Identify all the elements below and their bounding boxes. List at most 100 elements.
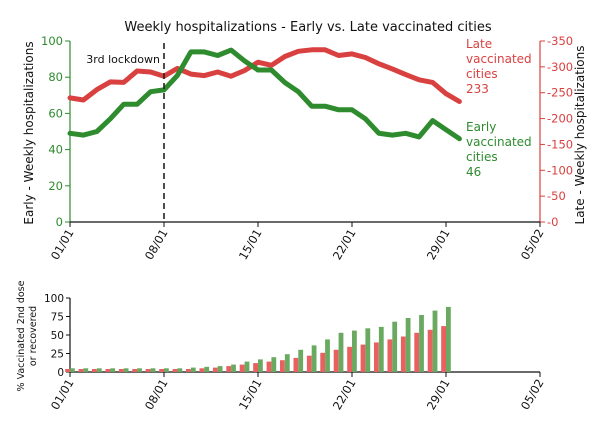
- x-tick-label: 01/01: [48, 227, 77, 263]
- right-tick-label: -350: [547, 34, 573, 48]
- early-label-value: 46: [466, 165, 481, 179]
- vaccination-bar-chart: % Vaccinated 2nd dose or recovered 0 25 50…: [16, 280, 547, 412]
- early-vaccination-bar: [325, 339, 330, 372]
- late-vaccination-bar: [226, 366, 232, 372]
- early-vaccination-bar: [137, 368, 142, 372]
- chart-title: Weekly hospitalizations - Early vs. Late…: [124, 20, 491, 35]
- late-vaccination-bar: [360, 344, 366, 372]
- right-tick-label: -50: [547, 189, 566, 203]
- left-tick-label: 40: [48, 143, 63, 157]
- right-tick-label: -100: [547, 163, 573, 177]
- early-vaccination-bar: [217, 366, 223, 372]
- x-tick-label: 29/01: [424, 227, 453, 263]
- early-vaccination-bar: [271, 357, 277, 372]
- late-vaccination-bar: [280, 360, 285, 372]
- bottom-y-tick-label: 100: [44, 293, 64, 305]
- right-tick-label: -200: [547, 112, 573, 126]
- early-vaccination-bar: [123, 368, 129, 372]
- bottom-ylabel-line-1: % Vaccinated 2nd dose: [16, 280, 27, 391]
- right-tick-label: -250: [547, 86, 573, 100]
- late-vaccination-bar: [199, 368, 205, 372]
- late-vaccination-bar: [293, 357, 299, 372]
- early-vaccination-bar: [244, 361, 250, 372]
- early-vaccination-bar: [258, 359, 263, 372]
- x-tick-label: 22/01: [330, 227, 359, 263]
- bottom-x-tick-label: 22/01: [330, 377, 359, 413]
- left-axis-label: Early - Weekly hospitalizations: [22, 41, 36, 224]
- early-vaccination-bar: [419, 315, 424, 372]
- x-tick-label: 15/01: [236, 227, 265, 263]
- bottom-x-tick-label: 05/02: [518, 377, 547, 413]
- late-vaccination-bar: [239, 364, 245, 372]
- late-label-value: 233: [466, 82, 489, 96]
- bottom-x-tick-label: 15/01: [236, 377, 265, 413]
- early-vaccination-bar: [378, 326, 384, 372]
- left-tick-label: 100: [41, 34, 63, 48]
- right-tick-label: -0: [547, 215, 558, 229]
- early-vaccination-bar: [432, 310, 438, 372]
- top-series-lines: [67, 47, 462, 142]
- late-vaccination-bar: [253, 363, 258, 372]
- early-vaccination-bar: [83, 368, 89, 372]
- lockdown-annotation: 3rd lockdown: [86, 43, 165, 222]
- early-vaccination-bar: [405, 318, 411, 372]
- right-axis-label: Late - Weekly hospitalizations: [573, 46, 587, 225]
- early-vaccination-bar: [392, 321, 398, 372]
- late-vaccination-bar: [427, 329, 433, 372]
- late-vaccination-bar: [145, 369, 151, 372]
- early-vaccination-bar: [298, 349, 304, 372]
- late-vaccination-bar: [400, 336, 406, 372]
- early-series-label: Early vaccinated cities 46: [466, 120, 532, 179]
- bottom-axes-ticks: 0 25 50 75 100 01/01 08/01 15/01 22/01 29/01 05/02: [44, 293, 547, 412]
- late-vaccination-bar: [347, 346, 352, 372]
- late-vaccination-bar: [65, 369, 70, 372]
- bottom-y-tick-label: 75: [51, 312, 64, 324]
- hospitalizations-chart: Weekly hospitalizations - Early vs. Late…: [22, 20, 587, 262]
- early-vaccination-bar: [352, 330, 357, 372]
- bottom-y-tick-label: 0: [57, 367, 64, 379]
- x-tick-label: 08/01: [142, 227, 171, 263]
- x-tick-label: 05/02: [518, 227, 547, 263]
- early-series-line: [67, 47, 462, 142]
- late-vaccination-bar: [320, 352, 326, 372]
- bottom-y-tick-label: 25: [51, 349, 64, 361]
- late-vaccination-bar: [159, 369, 164, 372]
- late-vaccination-bar: [333, 349, 339, 372]
- early-vaccination-bar: [177, 368, 183, 372]
- right-tick-label: -300: [547, 60, 573, 74]
- early-vaccination-bar: [365, 328, 371, 372]
- early-label-line-3: cities: [466, 150, 498, 164]
- late-vaccination-bar: [441, 326, 446, 372]
- early-label-line-1: Early: [466, 120, 496, 134]
- early-vaccination-bar: [446, 306, 451, 372]
- bottom-ylabel-line-2: or recovered: [28, 306, 39, 366]
- bottom-x-tick-label: 29/01: [424, 377, 453, 413]
- late-vaccination-bar: [78, 369, 84, 372]
- late-vaccination-bar: [92, 369, 97, 372]
- right-tick-label: -150: [547, 137, 573, 151]
- early-vaccination-bar: [110, 368, 116, 372]
- late-vaccination-bar: [374, 342, 379, 372]
- bottom-bars: [65, 306, 451, 372]
- bottom-x-tick-label: 01/01: [48, 377, 77, 413]
- late-vaccination-bar: [306, 355, 312, 372]
- lockdown-label: 3rd lockdown: [86, 53, 160, 66]
- early-vaccination-bar: [284, 354, 290, 372]
- late-vaccination-bar: [186, 369, 191, 372]
- late-label-line-2: vaccinated: [466, 52, 532, 66]
- late-label-line-3: cities: [466, 67, 498, 81]
- early-vaccination-bar: [164, 368, 169, 372]
- late-vaccination-bar: [266, 361, 272, 372]
- late-label-line-1: Late: [466, 37, 492, 51]
- late-series-label: Late vaccinated cities 233: [466, 37, 532, 96]
- late-series-line: [67, 47, 462, 104]
- left-tick-label: 0: [56, 215, 63, 229]
- late-vaccination-bar: [132, 369, 138, 372]
- left-tick-label: 20: [48, 179, 63, 193]
- left-tick-label: 80: [48, 70, 63, 84]
- bottom-y-tick-label: 50: [51, 330, 64, 342]
- late-vaccination-bar: [414, 332, 420, 372]
- late-vaccination-bar: [212, 367, 218, 372]
